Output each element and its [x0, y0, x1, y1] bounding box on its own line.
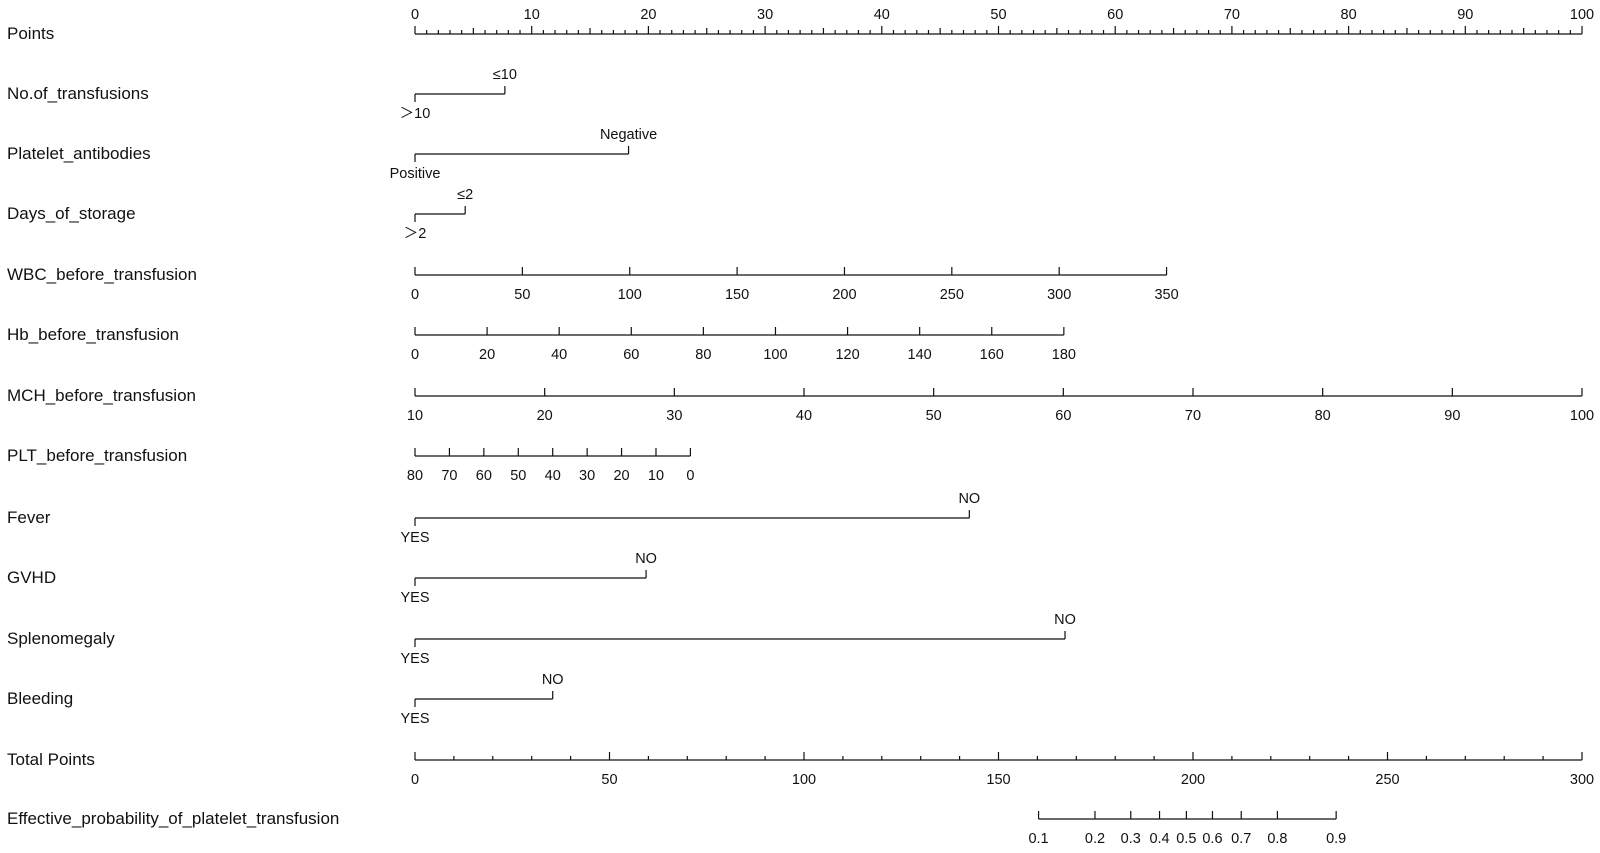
- tick-label: 80: [1341, 7, 1357, 23]
- tick-label: 80: [407, 468, 423, 484]
- level-label: ＞2: [404, 226, 427, 242]
- tick-label: 0.1: [1028, 831, 1048, 847]
- row-label: Bleeding: [7, 689, 73, 708]
- row-label: PLT_before_transfusion: [7, 446, 187, 465]
- tick-label: 50: [514, 287, 530, 303]
- tick-label: 10: [407, 408, 423, 424]
- level-label: Negative: [600, 127, 657, 143]
- row-label: WBC_before_transfusion: [7, 265, 197, 284]
- level-label: ＞10: [400, 106, 431, 122]
- tick-label: 30: [757, 7, 773, 23]
- tick-label: 80: [695, 347, 711, 363]
- tick-label: 20: [537, 408, 553, 424]
- tick-label: 180: [1052, 347, 1076, 363]
- tick-label: 200: [832, 287, 856, 303]
- tick-label: 100: [792, 772, 816, 788]
- tick-label: 50: [601, 772, 617, 788]
- row-label: MCH_before_transfusion: [7, 386, 196, 405]
- tick-label: 0: [411, 772, 419, 788]
- row-label: Platelet_antibodies: [7, 144, 151, 163]
- row-label: Hb_before_transfusion: [7, 325, 179, 344]
- tick-label: 0: [411, 7, 419, 23]
- tick-label: 0.6: [1202, 831, 1222, 847]
- row-label: Fever: [7, 508, 51, 527]
- tick-label: 150: [725, 287, 749, 303]
- tick-label: 60: [1107, 7, 1123, 23]
- tick-label: 20: [613, 468, 629, 484]
- tick-label: 20: [640, 7, 656, 23]
- tick-label: 0.8: [1267, 831, 1287, 847]
- level-label: YES: [400, 711, 429, 727]
- level-label: NO: [958, 491, 980, 507]
- tick-label: 60: [476, 468, 492, 484]
- level-label: NO: [542, 672, 564, 688]
- tick-label: 0.3: [1121, 831, 1141, 847]
- row-label: No.of_transfusions: [7, 84, 149, 103]
- tick-label: 0.5: [1176, 831, 1196, 847]
- tick-label: 100: [763, 347, 787, 363]
- row-label: Effective_probability_of_platelet_transf…: [7, 809, 339, 828]
- row-label: GVHD: [7, 568, 56, 587]
- level-label: ≤10: [493, 67, 517, 83]
- tick-label: 0: [686, 468, 694, 484]
- tick-label: 0: [411, 287, 419, 303]
- tick-label: 50: [510, 468, 526, 484]
- tick-label: 200: [1181, 772, 1205, 788]
- level-label: Positive: [390, 166, 441, 182]
- tick-label: 90: [1444, 408, 1460, 424]
- tick-label: 40: [796, 408, 812, 424]
- tick-label: 0: [411, 347, 419, 363]
- tick-label: 50: [926, 408, 942, 424]
- level-label: NO: [1054, 612, 1076, 628]
- tick-label: 10: [648, 468, 664, 484]
- tick-label: 160: [980, 347, 1004, 363]
- tick-label: 150: [986, 772, 1010, 788]
- tick-label: 0.2: [1085, 831, 1105, 847]
- row-label: Points: [7, 24, 54, 43]
- tick-label: 80: [1315, 408, 1331, 424]
- tick-label: 60: [623, 347, 639, 363]
- tick-label: 70: [1224, 7, 1240, 23]
- tick-label: 120: [835, 347, 859, 363]
- tick-label: 50: [990, 7, 1006, 23]
- tick-label: 0.4: [1149, 831, 1169, 847]
- tick-label: 20: [479, 347, 495, 363]
- tick-label: 40: [874, 7, 890, 23]
- tick-label: 70: [441, 468, 457, 484]
- tick-label: 70: [1185, 408, 1201, 424]
- tick-label: 30: [666, 408, 682, 424]
- tick-label: 30: [579, 468, 595, 484]
- tick-label: 100: [618, 287, 642, 303]
- level-label: YES: [400, 651, 429, 667]
- tick-label: 90: [1457, 7, 1473, 23]
- level-label: YES: [400, 590, 429, 606]
- tick-label: 40: [545, 468, 561, 484]
- tick-label: 250: [940, 287, 964, 303]
- tick-label: 250: [1375, 772, 1399, 788]
- tick-label: 100: [1570, 7, 1594, 23]
- level-label: YES: [400, 530, 429, 546]
- level-label: ≤2: [457, 187, 473, 203]
- tick-label: 40: [551, 347, 567, 363]
- tick-label: 300: [1047, 287, 1071, 303]
- row-label: Total Points: [7, 750, 95, 769]
- tick-label: 140: [908, 347, 932, 363]
- tick-label: 0.9: [1326, 831, 1346, 847]
- tick-label: 300: [1570, 772, 1594, 788]
- tick-label: 100: [1570, 408, 1594, 424]
- row-label: Days_of_storage: [7, 204, 136, 223]
- tick-label: 60: [1055, 408, 1071, 424]
- tick-label: 10: [524, 7, 540, 23]
- tick-label: 0.7: [1231, 831, 1251, 847]
- tick-label: 350: [1154, 287, 1178, 303]
- level-label: NO: [635, 551, 657, 567]
- row-label: Splenomegaly: [7, 629, 115, 648]
